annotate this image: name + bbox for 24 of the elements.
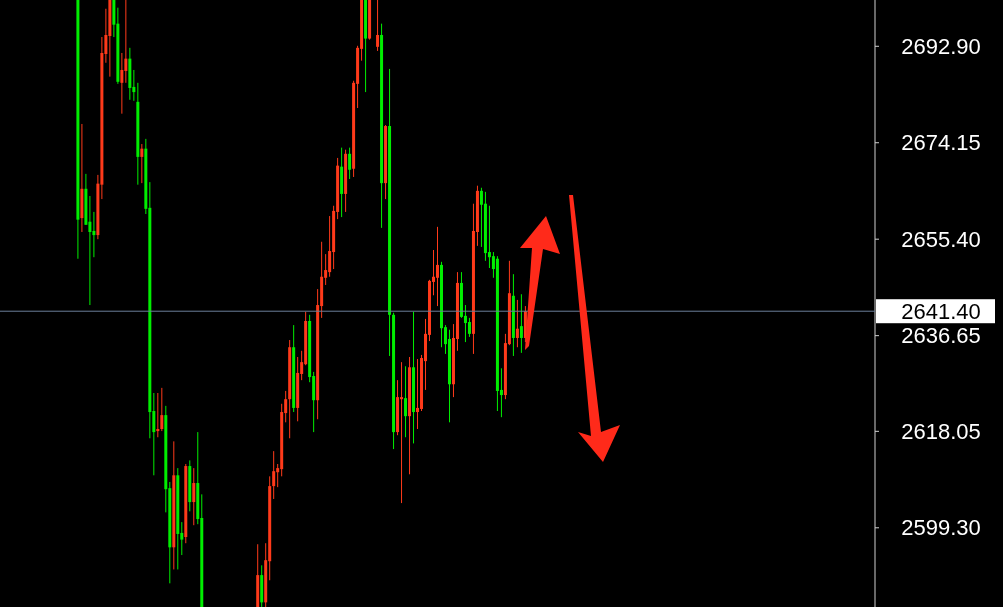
y-tick-label: 2674.15 <box>901 130 981 156</box>
candlestick <box>272 450 276 500</box>
candlestick <box>328 215 332 278</box>
ref-line-label: 2641.40 <box>901 298 981 324</box>
candlestick <box>436 226 439 307</box>
candlestick <box>515 299 519 348</box>
candlestick <box>120 52 124 115</box>
candlestick <box>487 205 491 269</box>
y-tick-label: 2636.65 <box>901 323 981 349</box>
candlestick <box>404 365 408 438</box>
candlestick <box>376 0 380 52</box>
candlestick <box>519 293 523 354</box>
y-tick-label: 2618.05 <box>901 419 981 445</box>
candlestick <box>467 317 471 338</box>
candlestick <box>160 387 164 432</box>
candlestick <box>192 467 196 526</box>
y-tick-label: 2655.40 <box>901 226 981 252</box>
y-tick-label: 2599.30 <box>901 515 981 541</box>
candlestick <box>416 358 420 430</box>
y-tick-label: 2692.90 <box>901 34 981 59</box>
candlestick <box>400 361 404 504</box>
candlestick <box>348 147 352 180</box>
candlestick <box>140 143 144 184</box>
candlestick <box>156 392 160 438</box>
